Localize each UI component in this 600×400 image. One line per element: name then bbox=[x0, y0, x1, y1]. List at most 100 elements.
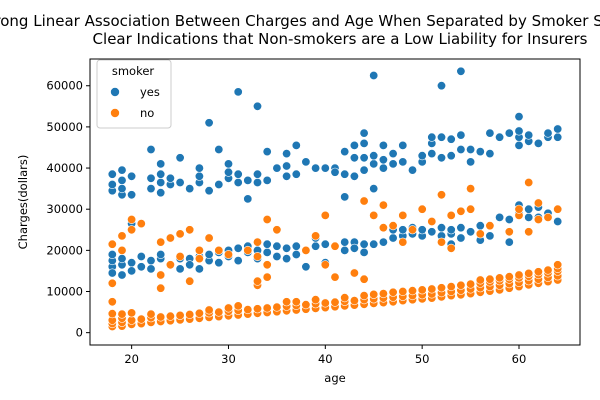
point-yes-64 bbox=[233, 256, 243, 266]
point-yes-191 bbox=[553, 132, 563, 142]
point-yes-10 bbox=[117, 165, 127, 175]
point-yes-9 bbox=[117, 175, 127, 185]
point-no-17 bbox=[127, 225, 137, 235]
point-yes-161 bbox=[466, 157, 476, 167]
point-no-193 bbox=[533, 198, 543, 208]
point-no-71 bbox=[262, 272, 272, 282]
legend-label-no: no bbox=[140, 106, 154, 120]
point-no-23 bbox=[146, 309, 156, 319]
point-yes-105 bbox=[340, 245, 350, 255]
point-yes-36 bbox=[175, 153, 185, 163]
point-yes-127 bbox=[388, 159, 398, 169]
point-no-102 bbox=[349, 268, 359, 278]
point-no-15 bbox=[127, 308, 137, 318]
point-no-145 bbox=[446, 282, 456, 292]
point-yes-116 bbox=[359, 239, 369, 249]
point-yes-33 bbox=[165, 173, 175, 183]
point-no-123 bbox=[398, 286, 408, 296]
point-no-115 bbox=[378, 200, 388, 210]
point-yes-148 bbox=[436, 81, 446, 91]
point-yes-96 bbox=[320, 163, 330, 173]
point-yes-151 bbox=[446, 151, 456, 161]
point-no-191 bbox=[533, 267, 543, 277]
point-yes-61 bbox=[233, 178, 243, 188]
point-yes-20 bbox=[136, 252, 146, 262]
point-yes-5 bbox=[107, 268, 117, 278]
point-no-136 bbox=[427, 284, 437, 294]
point-yes-71 bbox=[253, 169, 263, 179]
point-no-147 bbox=[446, 243, 456, 253]
point-no-66 bbox=[253, 252, 263, 262]
point-no-204 bbox=[553, 204, 563, 214]
point-yes-85 bbox=[282, 254, 292, 264]
point-yes-100 bbox=[330, 167, 340, 177]
point-no-91 bbox=[320, 210, 330, 220]
point-yes-57 bbox=[224, 159, 234, 169]
point-yes-22 bbox=[146, 173, 156, 183]
x-tick-label-1: 30 bbox=[221, 352, 236, 366]
point-yes-160 bbox=[456, 223, 466, 233]
point-yes-94 bbox=[311, 241, 321, 251]
point-no-101 bbox=[349, 296, 359, 306]
point-yes-84 bbox=[282, 243, 292, 253]
point-no-19 bbox=[136, 314, 146, 324]
point-no-160 bbox=[475, 275, 485, 285]
point-no-90 bbox=[320, 298, 330, 308]
point-yes-113 bbox=[359, 153, 369, 163]
y-tick-label-2: 20000 bbox=[46, 243, 83, 257]
point-yes-171 bbox=[495, 212, 505, 222]
point-no-179 bbox=[514, 270, 524, 280]
point-yes-121 bbox=[369, 71, 379, 81]
point-no-35 bbox=[175, 252, 185, 262]
point-yes-90 bbox=[301, 157, 311, 167]
point-yes-47 bbox=[204, 186, 214, 196]
point-yes-76 bbox=[262, 247, 272, 257]
x-axis-label: age bbox=[324, 371, 345, 385]
point-no-94 bbox=[330, 297, 340, 307]
point-no-44 bbox=[194, 245, 204, 255]
point-yes-86 bbox=[291, 169, 301, 179]
point-no-31 bbox=[165, 233, 175, 243]
point-no-72 bbox=[262, 260, 272, 270]
point-yes-111 bbox=[349, 243, 359, 253]
point-yes-124 bbox=[378, 155, 388, 165]
point-yes-79 bbox=[272, 252, 282, 262]
point-yes-25 bbox=[146, 256, 156, 266]
point-yes-146 bbox=[436, 153, 446, 163]
point-yes-192 bbox=[553, 124, 563, 134]
legend-marker-no bbox=[110, 108, 120, 118]
point-yes-156 bbox=[456, 145, 466, 155]
point-yes-83 bbox=[282, 149, 292, 159]
legend: smoker yes no bbox=[96, 59, 172, 129]
point-no-185 bbox=[524, 268, 534, 278]
point-yes-117 bbox=[359, 247, 369, 257]
point-no-65 bbox=[253, 276, 263, 286]
point-no-27 bbox=[156, 270, 166, 280]
point-yes-107 bbox=[349, 171, 359, 181]
point-no-146 bbox=[446, 210, 456, 220]
point-no-51 bbox=[214, 245, 224, 255]
point-no-84 bbox=[301, 245, 311, 255]
point-no-20 bbox=[136, 219, 146, 229]
point-yes-150 bbox=[436, 223, 446, 233]
point-yes-29 bbox=[156, 159, 166, 169]
point-yes-112 bbox=[359, 165, 369, 175]
point-no-55 bbox=[224, 250, 234, 260]
point-no-5 bbox=[107, 278, 117, 288]
point-no-165 bbox=[485, 274, 495, 284]
point-yes-108 bbox=[349, 153, 359, 163]
point-no-87 bbox=[311, 295, 321, 305]
point-yes-51 bbox=[214, 180, 224, 190]
point-yes-50 bbox=[204, 250, 214, 260]
point-no-74 bbox=[272, 302, 282, 312]
point-no-12 bbox=[117, 231, 127, 241]
point-yes-45 bbox=[194, 264, 204, 274]
point-yes-41 bbox=[185, 260, 195, 270]
point-yes-2 bbox=[107, 169, 117, 179]
point-yes-60 bbox=[233, 87, 243, 97]
point-yes-1 bbox=[107, 180, 117, 190]
point-yes-63 bbox=[233, 243, 243, 253]
point-yes-185 bbox=[533, 138, 543, 148]
point-no-47 bbox=[204, 305, 214, 315]
